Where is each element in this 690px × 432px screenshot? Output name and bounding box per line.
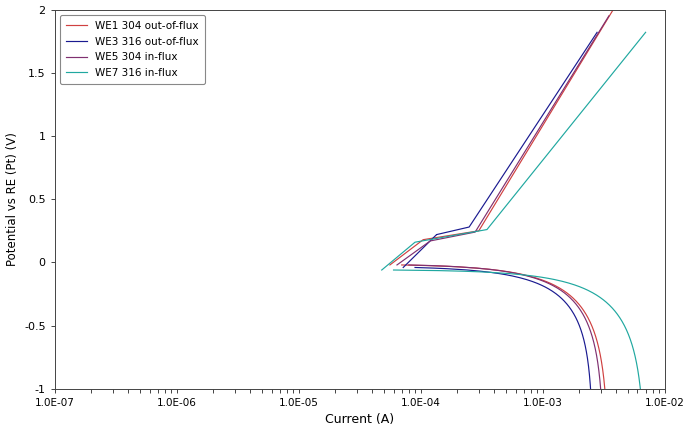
- WE1 304 out-of-flux: [391, 259, 399, 264]
- Line: WE7 316 in-flux: WE7 316 in-flux: [382, 32, 646, 270]
- WE7 316 in-flux: [642, 30, 650, 35]
- WE5 304 in-flux: [415, 246, 424, 251]
- WE7 316 in-flux: [377, 267, 386, 273]
- WE1 304 out-of-flux: [609, 7, 618, 12]
- WE5 304 in-flux: [393, 262, 401, 267]
- WE3 316 out-of-flux: [565, 72, 573, 77]
- Line: WE5 304 in-flux: WE5 304 in-flux: [397, 16, 609, 265]
- WE5 304 in-flux: [470, 230, 478, 235]
- WE1 304 out-of-flux: [408, 245, 417, 250]
- Line: WE3 316 out-of-flux: WE3 316 out-of-flux: [403, 32, 597, 267]
- Legend: WE1 304 out-of-flux, WE3 316 out-of-flux, WE5 304 in-flux, WE7 316 in-flux: WE1 304 out-of-flux, WE3 316 out-of-flux…: [60, 15, 205, 84]
- X-axis label: Current (A): Current (A): [325, 413, 394, 426]
- WE3 316 out-of-flux: [402, 262, 410, 267]
- WE7 316 in-flux: [607, 72, 615, 77]
- WE5 304 in-flux: [404, 255, 412, 260]
- WE1 304 out-of-flux: [473, 229, 482, 234]
- WE7 316 in-flux: [382, 264, 391, 269]
- WE7 316 in-flux: [380, 265, 388, 270]
- WE3 316 out-of-flux: [593, 30, 601, 35]
- WE5 304 in-flux: [397, 259, 406, 264]
- WE3 316 out-of-flux: [422, 242, 430, 248]
- WE7 316 in-flux: [388, 258, 397, 264]
- WE1 304 out-of-flux: [396, 254, 404, 260]
- WE3 316 out-of-flux: [404, 260, 412, 266]
- Y-axis label: Potential vs RE (Pt) (V): Potential vs RE (Pt) (V): [6, 132, 19, 266]
- WE5 304 in-flux: [576, 60, 584, 65]
- WE3 316 out-of-flux: [399, 265, 407, 270]
- WE1 304 out-of-flux: [388, 260, 397, 265]
- WE3 316 out-of-flux: [464, 225, 473, 230]
- WE7 316 in-flux: [481, 227, 489, 232]
- WE1 304 out-of-flux: [580, 54, 589, 60]
- WE3 316 out-of-flux: [410, 254, 418, 260]
- WE7 316 in-flux: [400, 248, 408, 254]
- Line: WE1 304 out-of-flux: WE1 304 out-of-flux: [390, 10, 613, 265]
- WE5 304 in-flux: [395, 260, 404, 266]
- WE5 304 in-flux: [604, 13, 613, 19]
- WE1 304 out-of-flux: [386, 262, 394, 267]
